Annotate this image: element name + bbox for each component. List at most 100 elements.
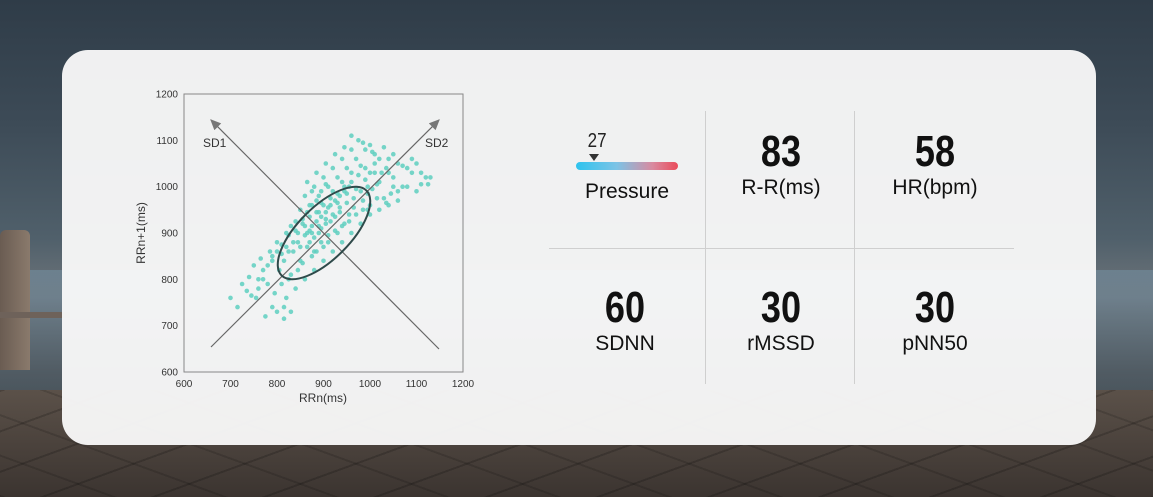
scatter-point-164	[425, 182, 431, 187]
scatter-point-160	[409, 156, 415, 162]
scatter-point-157	[349, 170, 354, 176]
y-tick-label-1: 700	[161, 321, 178, 332]
scatter-point-111	[384, 165, 389, 171]
sdnn-value: 60	[604, 283, 646, 332]
scatter-point-73	[321, 175, 326, 180]
scatter-point-78	[316, 193, 322, 199]
scatter-point-190	[349, 133, 354, 138]
background-post	[0, 230, 30, 370]
scatter-point-177	[300, 260, 305, 266]
scatter-point-163	[428, 175, 433, 180]
scatter-point-195	[323, 161, 329, 166]
scatter-point-106	[360, 198, 366, 203]
scatter-point-51	[358, 189, 363, 194]
y-tick-label-5: 1100	[156, 136, 178, 147]
scatter-point-52	[360, 207, 366, 213]
y-axis-label: RRn+1(ms)	[134, 202, 148, 264]
scatter-point-112	[307, 240, 312, 245]
scatter-point-127	[314, 198, 319, 203]
scatter-point-72	[330, 165, 336, 171]
sd1-label: SD1	[203, 136, 227, 150]
y-tick-label-2: 800	[161, 275, 178, 286]
scatter-point-1	[235, 304, 240, 310]
scatter-point-194	[332, 151, 338, 157]
y-tick-label-6: 1200	[156, 90, 179, 101]
scatter-point-141	[288, 223, 294, 229]
scatter-point-5	[251, 263, 257, 268]
scatter-point-99	[284, 295, 289, 301]
scatter-point-88	[321, 258, 326, 264]
scatter-point-117	[328, 219, 333, 224]
scatter-point-104	[346, 212, 352, 217]
scatter-point-137	[353, 186, 359, 192]
scatter-point-61	[395, 189, 401, 194]
pressure-label: Pressure	[584, 180, 670, 203]
scatter-point-4	[246, 274, 252, 280]
scatter-point-83	[363, 147, 368, 152]
rmssd-value: 30	[760, 283, 802, 332]
scatter-point-182	[314, 219, 319, 224]
scatter-point-142	[293, 219, 298, 224]
scatter-point-82	[353, 156, 359, 162]
scatter-point-80	[335, 175, 340, 180]
scatter-point-130	[298, 244, 303, 250]
scatter-point-22	[291, 249, 296, 254]
scatter-point-11	[265, 281, 270, 287]
scatter-point-167	[384, 200, 389, 206]
scatter-point-64	[409, 170, 415, 176]
scatter-point-12	[267, 249, 273, 254]
scatter-point-139	[372, 170, 377, 176]
scatter-point-121	[291, 240, 296, 245]
grid-divider-horizontal	[549, 248, 1014, 249]
scatter-point-49	[353, 212, 359, 217]
scatter-point-123	[281, 258, 287, 264]
scatter-point-178	[309, 253, 315, 259]
scatter-point-150	[400, 184, 405, 189]
scatter-points	[228, 133, 433, 321]
pressure-value: 27	[587, 130, 607, 152]
scatter-point-38	[328, 196, 333, 201]
scatter-point-59	[386, 156, 391, 162]
scatter-point-128	[318, 189, 324, 194]
scatter-point-158	[339, 179, 345, 185]
scatter-point-24	[295, 240, 301, 245]
scatter-point-154	[377, 156, 382, 162]
scatter-point-149	[249, 293, 254, 298]
scatter-point-68	[367, 142, 373, 148]
scatter-point-155	[367, 170, 373, 176]
scatter-point-156	[358, 163, 363, 169]
sd-ellipse	[276, 185, 372, 281]
poincare-chart: 600 700 800 900 1000 1100 1200 600 700 800 900 100…	[134, 90, 475, 406]
scatter-point-19	[284, 244, 289, 250]
scatter-point-3	[244, 288, 250, 294]
scatter-point-191	[360, 140, 366, 145]
scatter-point-15	[274, 240, 280, 245]
scatter-point-110	[379, 170, 384, 176]
scatter-point-67	[423, 175, 429, 180]
rr-label: R-R(ms)	[741, 176, 821, 199]
scatter-point-74	[311, 184, 317, 189]
scatter-point-60	[391, 175, 396, 180]
scatter-point-85	[381, 145, 387, 150]
scatter-point-2	[239, 281, 245, 287]
scatter-point-162	[418, 170, 424, 176]
scatter-point-50	[356, 172, 361, 178]
scatter-point-131	[302, 223, 308, 229]
scatter-point-176	[295, 267, 301, 273]
scatter-point-9	[260, 267, 266, 273]
scatter-point-143	[274, 249, 280, 254]
hr-value: 58	[914, 127, 956, 176]
scatter-point-145	[270, 253, 275, 259]
metric-rr: 83 R-R(ms)	[706, 128, 856, 200]
scatter-point-118	[332, 214, 338, 220]
scatter-point-8	[258, 256, 263, 261]
x-axis-label: RRn(ms)	[299, 391, 347, 405]
y-ticks: 600 700 800 900 1000 1100 1200	[156, 90, 179, 379]
scatter-point-147	[260, 277, 266, 282]
scatter-point-63	[404, 184, 410, 189]
scatter-point-180	[304, 230, 310, 236]
scatter-point-53	[363, 165, 368, 171]
scatter-point-165	[391, 184, 396, 189]
scatter-point-192	[370, 149, 375, 155]
grid-divider-vertical-2	[854, 111, 855, 384]
